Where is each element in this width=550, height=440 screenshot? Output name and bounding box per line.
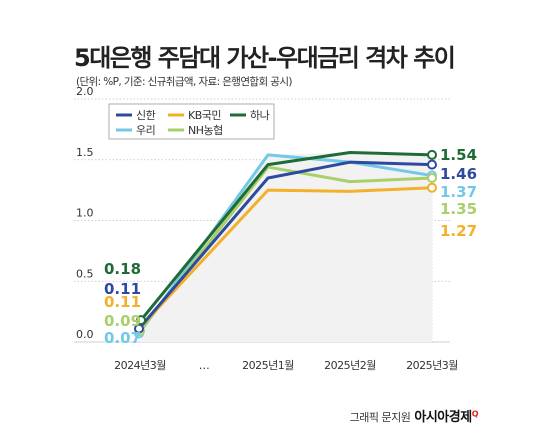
y-tick-label: 0.5 [76, 267, 94, 280]
start-point-하나 [136, 315, 146, 326]
end-point-신한 [427, 159, 437, 170]
start-label-NH농협: 0.09 [104, 312, 141, 330]
legend-label-신한: 신한 [136, 109, 156, 122]
brand-logo: 아시아경제 [414, 410, 472, 425]
x-tick-label: 2025년1월 [242, 359, 294, 372]
credit-prefix: 그래픽 문지원 [349, 411, 411, 424]
chart-subtitle: (단위: %P, 기준: 신규취급액, 자료: 은행연합회 공시) [76, 76, 293, 88]
data-labels: 0.110.11 0.18 0.070.09 1.46 1.27 1.54 1.371.35 [104, 146, 477, 347]
legend-label-KB국민: KB국민 [188, 109, 221, 122]
series-line-NH농협 [138, 165, 433, 332]
end-point-NH농협 [427, 172, 437, 183]
y-tick-label: 0.0 [76, 328, 94, 341]
x-tick-label: 2025년2월 [324, 359, 376, 372]
credit: 그래픽 문지원 아시아경제Q [349, 406, 479, 425]
line-chart: 0.00.51.01.52.0 2024년3월… 2025년1월 2025년2월 20… [74, 85, 477, 372]
y-tick-label: 1.5 [76, 146, 94, 159]
end-label-신한: 1.46 [440, 165, 477, 183]
y-axis: 0.0 0.5 1.0 1.5 2.0 [76, 85, 94, 341]
series-points [134, 149, 437, 339]
x-tick-label: … [199, 359, 210, 372]
y-tick-label: 2.0 [76, 85, 94, 98]
end-label-KB국민: 1.27 [440, 222, 477, 240]
series-lines [137, 150, 433, 335]
series-line-KB국민 [137, 186, 433, 330]
brand-mark-icon: Q [471, 409, 479, 419]
legend-label-하나: 하나 [250, 108, 270, 122]
end-label-우리: 1.37 [440, 183, 477, 201]
end-point-하나 [427, 149, 437, 160]
end-label-NH농협: 1.35 [440, 200, 477, 218]
x-tick-label: 2025년3월 [406, 359, 458, 372]
end-label-하나: 1.54 [440, 146, 477, 164]
series-line-하나 [139, 150, 433, 322]
start-label-우리: 0.07 [104, 329, 141, 347]
area-shading [140, 152, 432, 342]
legend-label-우리: 우리 [136, 124, 155, 137]
start-label-신한: 0.11 [104, 280, 141, 298]
chart-title: 5대은행 주담대 가산-우대금리 격차 추이 [74, 44, 456, 72]
series-line-신한 [137, 160, 433, 330]
legend-box [108, 103, 275, 140]
area-fill [140, 152, 432, 342]
y-tick-label: 1.0 [76, 207, 94, 220]
start-label-KB국민: 0.11 [104, 293, 141, 311]
start-label-하나: 0.18 [104, 260, 141, 278]
end-point-KB국민 [427, 182, 437, 193]
legend-label-NH농협: NH농협 [188, 124, 223, 137]
x-tick-label: 2024년3월 [114, 359, 166, 372]
x-axis: 2024년3월 … 2025년1월 2025년2월 2025년3월 [114, 359, 459, 372]
